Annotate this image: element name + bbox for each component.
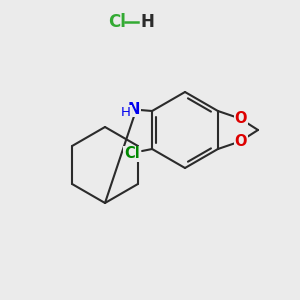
Text: N: N	[128, 101, 140, 116]
Text: Cl: Cl	[108, 13, 126, 31]
Text: O: O	[235, 134, 247, 149]
Text: O: O	[235, 111, 247, 126]
Text: H: H	[141, 13, 155, 31]
Text: Cl: Cl	[124, 146, 140, 161]
Text: H: H	[121, 106, 131, 118]
